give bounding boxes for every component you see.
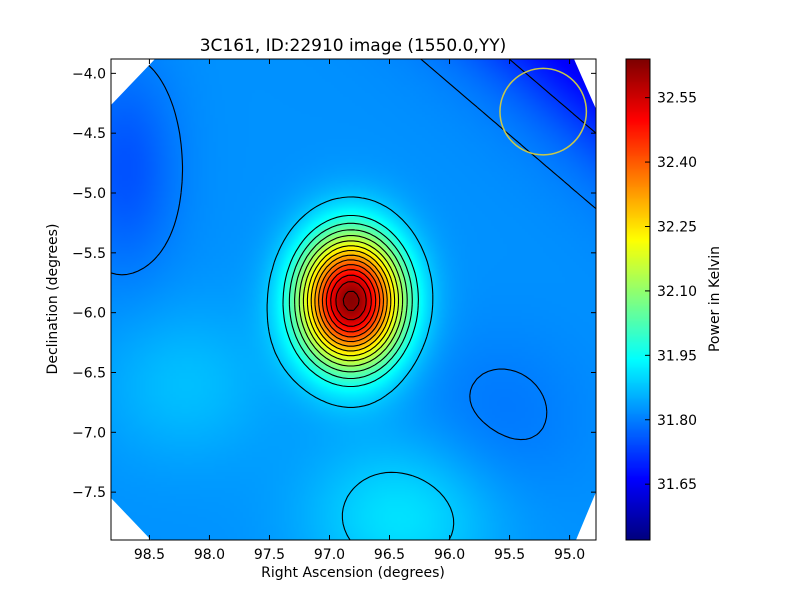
contour-line <box>266 196 455 540</box>
colorbar-gradient <box>626 59 650 540</box>
contour-line <box>342 290 360 311</box>
y-tick-label: −6.5 <box>72 365 106 381</box>
masked-corner <box>111 498 151 540</box>
contour-line <box>318 259 385 343</box>
contour-line <box>314 254 388 347</box>
colorbar-tick-label: 32.40 <box>657 155 697 171</box>
contour-line <box>306 245 396 357</box>
y-tick-label: −5.5 <box>72 246 106 262</box>
x-axis-label: Right Ascension (degrees) <box>261 565 445 581</box>
plot-area <box>111 59 596 540</box>
chart-title: 3C161, ID:22910 image (1550.0,YY) <box>200 36 507 56</box>
beam-circle <box>499 67 588 156</box>
x-tick-label: 97.5 <box>254 547 285 563</box>
x-tick-label: 95.5 <box>494 547 525 563</box>
y-tick-label: −4.5 <box>72 126 106 142</box>
contour-line <box>282 214 419 388</box>
colorbar-tick-label: 32.10 <box>657 284 697 300</box>
masked-corner <box>111 59 155 105</box>
masked-corner <box>574 59 596 109</box>
heatmap-image <box>111 59 596 540</box>
colorbar-tick-label: 31.80 <box>657 413 697 429</box>
y-tick-label: −7.5 <box>72 485 106 501</box>
masked-corners <box>111 59 596 540</box>
y-axis-label: Declination (degrees) <box>45 224 61 375</box>
colorbar-tick-label: 31.95 <box>657 348 697 364</box>
x-tick-label: 95.0 <box>554 547 585 563</box>
contour-line <box>298 235 404 367</box>
y-tick-label: −7.0 <box>72 425 106 441</box>
contour-line <box>302 240 400 362</box>
x-tick-label: 97.0 <box>314 547 345 563</box>
x-tick-label: 98.5 <box>134 547 165 563</box>
y-tick-label: −4.0 <box>72 66 106 82</box>
colorbar-tick-label: 32.25 <box>657 219 697 235</box>
y-tick-label: −5.0 <box>72 186 106 202</box>
contour-line <box>325 269 377 333</box>
x-tick-label: 96.5 <box>374 547 405 563</box>
colorbar: 31.65 31.80 31.95 32.10 32.25 32.40 32.55 Powe… <box>625 58 723 541</box>
contour-line <box>310 249 392 352</box>
colorbar-tick-label: 31.65 <box>657 477 697 493</box>
x-tick-label: 96.0 <box>434 547 465 563</box>
contour-line <box>321 264 381 338</box>
x-tick-label: 98.0 <box>194 547 225 563</box>
contour-line <box>335 281 367 321</box>
y-tick-label: −6.0 <box>72 306 106 322</box>
colorbar-label: Power in Kelvin <box>707 246 723 352</box>
y-axis-ticks: −4.0 −4.5 −5.0 −5.5 −6.0 −6.5 −7.0 −7.5 <box>72 66 596 501</box>
colorbar-tick-label: 32.55 <box>657 91 697 107</box>
x-axis-ticks: 98.5 98.0 97.5 97.0 96.5 96.0 95.5 95.0 <box>134 59 585 563</box>
contour-line <box>294 229 408 373</box>
colorbar-frame <box>625 58 651 541</box>
colorbar-ticks: 31.65 31.80 31.95 32.10 32.25 32.40 32.55 <box>645 91 697 493</box>
masked-corner <box>576 492 596 540</box>
contour-line <box>330 274 372 327</box>
plot-frame <box>110 58 597 541</box>
contour-line <box>288 222 413 380</box>
